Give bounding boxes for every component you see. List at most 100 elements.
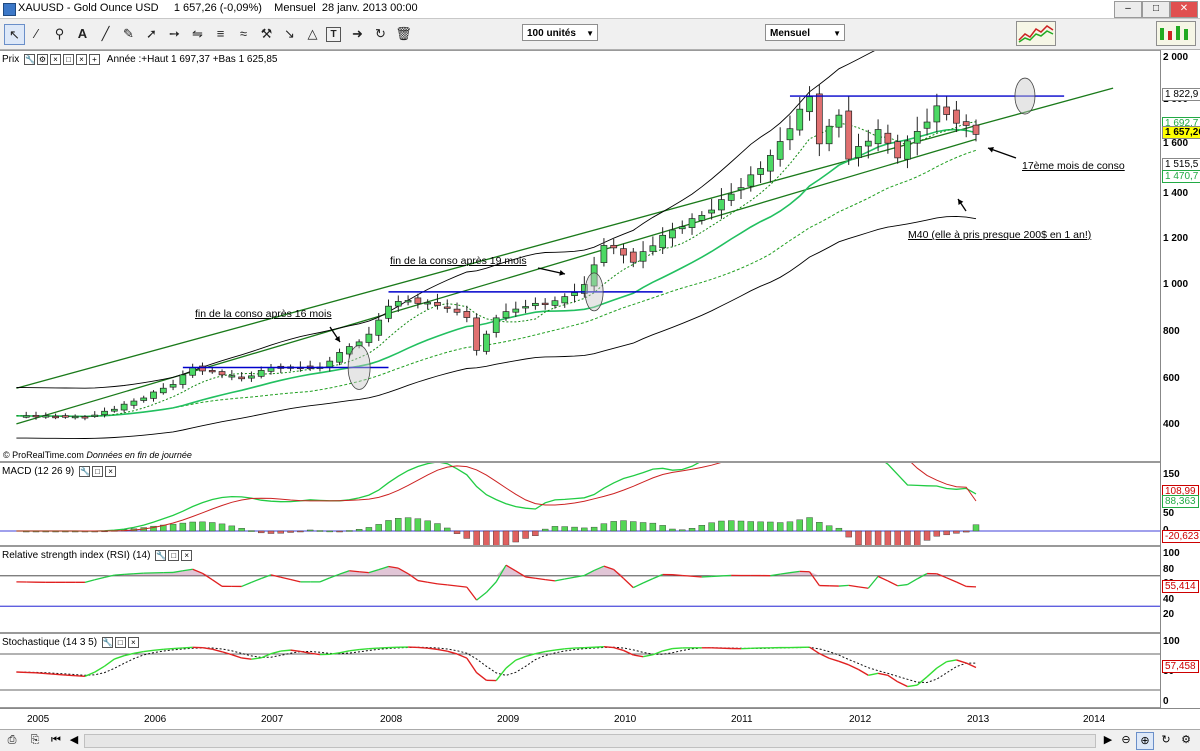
maximize-icon[interactable]: □ xyxy=(115,637,126,648)
stoch-line-segment xyxy=(604,647,614,648)
cursor-icon[interactable]: ↖ xyxy=(4,24,25,45)
stoch-line-segment xyxy=(114,656,124,659)
macd-chart[interactable] xyxy=(0,463,1160,546)
minimize-button[interactable]: – xyxy=(1114,1,1142,18)
trendline-icon[interactable]: ➚ xyxy=(142,24,161,43)
triangle-icon[interactable]: △ xyxy=(303,24,322,43)
price-chart[interactable] xyxy=(0,51,1160,462)
stoch-line-segment xyxy=(467,658,477,673)
macd-histogram-bar xyxy=(552,526,558,531)
stoch-line-segment xyxy=(173,648,183,649)
loop-icon[interactable]: ↻ xyxy=(371,24,390,43)
candle-body xyxy=(532,303,538,305)
trash-icon[interactable]: 🗑 xyxy=(394,24,413,43)
stoch-tag: 57,458 xyxy=(1162,660,1199,673)
close-icon[interactable]: × xyxy=(76,54,87,65)
settings-icon[interactable]: ⚙ xyxy=(1178,732,1194,748)
period-select[interactable]: Mensuel ▼ xyxy=(765,24,845,41)
wrench-icon[interactable]: 🔧 xyxy=(155,550,166,561)
zoom-in-icon[interactable]: ⊕ xyxy=(1136,732,1154,750)
wrench-icon[interactable]: 🔧 xyxy=(24,54,35,65)
rsi-line-segment xyxy=(643,579,653,583)
ruler-icon[interactable]: ∕ xyxy=(27,24,46,43)
macd-panel-name: MACD (12 26 9) xyxy=(2,466,74,477)
stochastic-panel[interactable]: Stochastique (14 3 5) 🔧□× xyxy=(0,633,1160,708)
first-page-icon[interactable]: ⏮ xyxy=(48,732,64,748)
close-button[interactable]: ✕ xyxy=(1170,1,1198,18)
drawing-toolbar: ↖ ∕ ⚲ A ╱ ✎ ➚ ➙ ⇋ ≡ ≈ ⚒ ↘ △ T ➜ ↻ 🗑 100 … xyxy=(0,19,1200,50)
stoch-line-segment xyxy=(65,675,75,676)
export-icon[interactable]: ⎘ xyxy=(27,732,43,748)
stoch-line-segment xyxy=(212,649,222,652)
rsi-line-segment xyxy=(212,580,222,587)
ray-icon[interactable]: ➙ xyxy=(165,24,184,43)
maximize-button[interactable]: □ xyxy=(1142,1,1170,18)
arrow-tool-icon[interactable]: ➜ xyxy=(348,24,367,43)
fib-icon[interactable]: ≡ xyxy=(211,24,230,43)
price-tag-m40: 1 470,7 xyxy=(1162,170,1200,183)
stoch-line-segment xyxy=(457,654,467,658)
rsi-line-segment xyxy=(849,585,859,586)
previous-icon[interactable]: ◀ xyxy=(66,732,82,748)
maximize-icon[interactable]: □ xyxy=(168,550,179,561)
macd-histogram-bar xyxy=(767,522,773,531)
close-icon[interactable]: × xyxy=(128,637,139,648)
text-box-icon[interactable]: T xyxy=(326,27,341,42)
wrench-icon[interactable]: 🔧 xyxy=(79,466,90,477)
candle-body xyxy=(767,155,773,171)
zoom-out-icon[interactable]: ⊖ xyxy=(1118,732,1134,748)
text-tool-icon[interactable]: A xyxy=(73,24,92,43)
maximize-icon[interactable]: □ xyxy=(63,54,74,65)
channel-icon[interactable]: ⇋ xyxy=(188,24,207,43)
close-icon[interactable]: × xyxy=(181,550,192,561)
macd-histogram-bar xyxy=(180,523,186,531)
candle-body xyxy=(92,415,98,417)
hammer-icon[interactable]: ⚒ xyxy=(257,24,276,43)
candle-body xyxy=(170,384,176,387)
candle-body xyxy=(542,303,548,305)
rsi-line-segment xyxy=(565,577,575,579)
m20-line xyxy=(16,130,976,417)
macd-histogram-bar xyxy=(777,523,783,531)
wave-icon[interactable]: ≈ xyxy=(234,24,253,43)
indicator-ladder-icon[interactable] xyxy=(1156,21,1196,46)
maximize-icon[interactable]: □ xyxy=(92,466,103,477)
rsi-line-segment xyxy=(408,574,418,581)
rsi-line-segment xyxy=(291,580,301,582)
macd-histogram-bar xyxy=(425,521,431,531)
stoch-line-segment xyxy=(956,660,966,663)
rsi-panel-header: Relative strength index (RSI) (14) 🔧□× xyxy=(2,549,192,562)
units-select[interactable]: 100 unités ▼ xyxy=(522,24,598,41)
candle-body xyxy=(718,200,724,210)
rsi-tag: 55,414 xyxy=(1162,580,1199,593)
candle-body xyxy=(660,235,666,247)
macd-panel[interactable]: MACD (12 26 9) 🔧□× xyxy=(0,462,1160,546)
refresh-icon[interactable]: ↻ xyxy=(1158,732,1174,748)
macd-histogram-bar xyxy=(483,531,489,546)
pencil-icon[interactable]: ✎ xyxy=(119,24,138,43)
line-tool-icon[interactable]: ╱ xyxy=(96,24,115,43)
next-icon[interactable]: ▶ xyxy=(1100,732,1116,748)
wrench-icon[interactable]: 🔧 xyxy=(102,637,113,648)
price-tick: 2 000 xyxy=(1163,52,1188,63)
candle-body xyxy=(856,146,862,157)
zoom-icon[interactable]: ⚲ xyxy=(50,24,69,43)
time-axis[interactable]: 2005 2006 2007 2008 2009 2010 2011 2012 … xyxy=(0,708,1200,729)
close-icon[interactable]: × xyxy=(105,466,116,477)
rsi-panel[interactable]: Relative strength index (RSI) (14) 🔧□× xyxy=(0,546,1160,633)
macd-histogram-bar xyxy=(728,521,734,531)
candle-body xyxy=(904,141,910,159)
print-icon[interactable]: ⎙ xyxy=(4,732,20,748)
ray-down-icon[interactable]: ↘ xyxy=(280,24,299,43)
horizontal-scrollbar[interactable] xyxy=(84,734,1096,748)
candle-body xyxy=(121,404,127,410)
settings-icon[interactable]: ⚙ xyxy=(37,54,48,65)
close-icon[interactable]: × xyxy=(50,54,61,65)
macd-histogram-bar xyxy=(572,527,578,531)
price-scale[interactable]: 2 000 1 800 1 600 1 400 1 200 1 000 800 … xyxy=(1160,50,1200,462)
rsi-line-segment xyxy=(320,578,330,582)
add-icon[interactable]: + xyxy=(89,54,100,65)
price-chart-panel[interactable]: Prix 🔧⚙×□×+ Année :+Haut 1 697,37 +Bas 1… xyxy=(0,50,1160,462)
stochastic-chart[interactable] xyxy=(0,634,1160,708)
chart-style-icon[interactable] xyxy=(1016,21,1056,46)
